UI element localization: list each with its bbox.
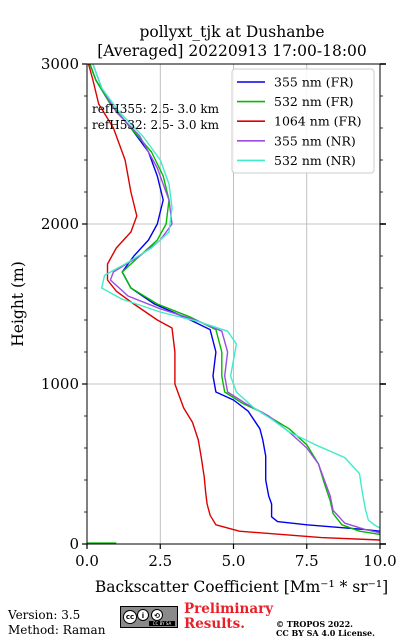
series-line-5: [92, 64, 380, 529]
x-tick-label-4: 10.0: [363, 552, 396, 570]
preliminary-line1: Preliminary: [184, 601, 274, 617]
series-group: [87, 64, 380, 544]
ref-height-label-2: refH532: 2.5- 3.0 km: [92, 118, 220, 132]
y-axis-label: Height (m): [9, 261, 27, 347]
series-line-2: [89, 64, 380, 536]
version-text: Version: 3.5: [8, 608, 81, 622]
legend-box: [231, 68, 375, 174]
preliminary-line2: Results.: [184, 616, 245, 632]
series-line-1: [89, 64, 380, 532]
copyright-notice: © TROPOS 2022. CC BY SA 4.0 License.: [276, 620, 375, 638]
y-tick-label-1: 1000: [41, 375, 79, 393]
copyright-line1: © TROPOS 2022.: [276, 619, 353, 629]
x-axis-label: Backscatter Coefficient [Mm⁻¹ * sr⁻¹]: [95, 578, 388, 596]
chart-title-line2: [Averaged] 20220913 17:00-18:00: [97, 42, 367, 60]
x-tick-label-3: 7.5: [295, 552, 319, 570]
sa-icon: ⟲: [151, 609, 163, 621]
legend: 355 nm (FR) 532 nm (FR) 1064 nm (FR) 355 nm…: [231, 68, 375, 174]
preliminary-notice: Preliminary Results.: [184, 602, 273, 632]
legend-label-1: 355 nm (FR): [274, 75, 354, 90]
series-line-3: [87, 64, 380, 541]
by-icon: i: [137, 609, 149, 621]
ref-height-label-1: refH355: 2.5- 3.0 km: [92, 102, 220, 116]
y-tick-label-2: 2000: [41, 215, 79, 233]
legend-label-3: 1064 nm (FR): [274, 114, 362, 129]
legend-label-5: 532 nm (NR): [274, 153, 356, 168]
y-tick-label-3: 3000: [41, 55, 79, 73]
x-tick-label-1: 2.5: [148, 552, 172, 570]
legend-label-4: 355 nm (NR): [274, 133, 356, 148]
method-text: Method: Raman: [8, 623, 106, 637]
cc-icon: cc: [123, 610, 137, 624]
series-line-4: [92, 64, 380, 534]
copyright-line2: CC BY SA 4.0 License.: [276, 628, 375, 638]
x-tick-label-2: 5.0: [222, 552, 246, 570]
cc-by-sa-label: CC BY SA: [149, 621, 175, 626]
legend-label-2: 532 nm (FR): [274, 94, 354, 109]
x-tick-label-0: 0.0: [75, 552, 99, 570]
cc-license-badge: cc i ⟲ CC BY SA: [120, 606, 178, 628]
y-tick-label-0: 0: [69, 535, 79, 553]
chart-title-line1: pollyxt_tjk at Dushanbe: [139, 23, 325, 41]
